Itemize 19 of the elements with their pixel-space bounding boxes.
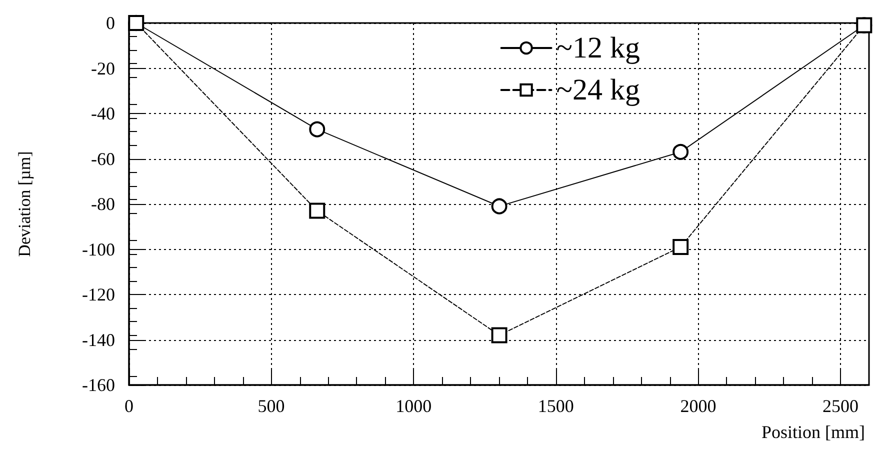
legend-label: ~24 kg [556,74,640,106]
y-tick-label: -80 [91,194,115,214]
y-tick-label: -160 [82,375,115,395]
y-axis-title: Deviation [µm] [15,151,34,257]
x-tick-label: 1500 [538,396,574,416]
x-axis-title: Position [mm] [761,422,865,442]
y-tick-label: -40 [91,104,115,124]
y-tick-label: -120 [82,284,115,304]
x-tick-label: 2000 [680,396,716,416]
y-tick-label: 0 [106,13,115,33]
legend-label: ~12 kg [556,32,640,64]
y-tick-label: -100 [82,239,115,260]
y-tick-label: -20 [91,58,115,78]
x-tick-label: 1000 [396,396,432,416]
x-tick-label: 2500 [822,396,859,416]
x-tick-label: 0 [124,396,134,416]
y-tick-label: -60 [91,148,115,169]
y-tick-label: -140 [82,330,115,350]
x-tick-label: 500 [258,396,285,416]
